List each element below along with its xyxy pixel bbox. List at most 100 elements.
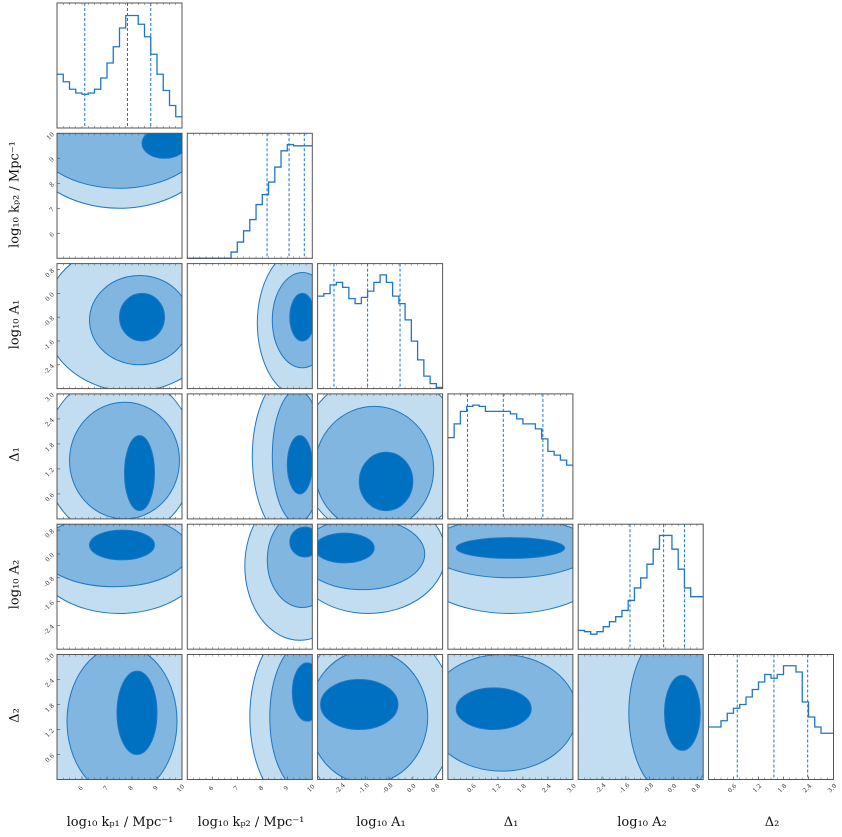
- contour-level-3: [317, 532, 375, 564]
- contour-panel-Delta1-vs-kp1: [57, 393, 182, 519]
- x-tick-label: 8: [257, 784, 265, 792]
- x-tick-label: -2.4: [594, 782, 607, 795]
- y-tick-label: 0.6: [44, 492, 56, 504]
- contour-panel-A2-vs-A1: [317, 524, 443, 614]
- y-tick-label: -0.8: [43, 576, 56, 589]
- contour-panel-Delta2-vs-kp1: [57, 654, 182, 780]
- y-tick-label: 0.0: [44, 291, 56, 303]
- x-tick-label: 1.8: [777, 782, 789, 794]
- x-tick-label: 3.0: [827, 782, 839, 794]
- x-tick-label: 9: [282, 784, 290, 792]
- y-tick-label: 0.0: [44, 552, 56, 564]
- x-tick-label: 0.8: [430, 782, 442, 794]
- contour-panel-Delta2-vs-A2: [578, 654, 704, 780]
- x-tick-label: 8: [127, 784, 135, 792]
- contour-panel-kp2-vs-kp1: [57, 133, 182, 209]
- x-tick-label: 1.8: [516, 782, 528, 794]
- y-axis-label-A1: log₁₀ A₁: [7, 299, 23, 350]
- y-tick-label: -2.4: [43, 363, 56, 376]
- y-tick-label: 3.0: [44, 652, 56, 664]
- histogram-Delta1: [447, 404, 573, 466]
- x-tick-label: 7: [102, 784, 110, 792]
- x-axis-label-kp2: log₁₀ kₚ₂ / Mpc⁻¹: [197, 815, 305, 830]
- y-tick-label: 0.8: [44, 528, 56, 540]
- histogram-Delta2: [708, 665, 834, 734]
- histogram-A2: [578, 534, 704, 635]
- x-tick-label: 10: [306, 783, 316, 793]
- contour-level-3: [89, 529, 155, 561]
- y-tick-label: 1.2: [44, 467, 56, 479]
- contour-panel-Delta2-vs-kp2: [249, 654, 313, 780]
- contour-level-3: [289, 526, 313, 558]
- x-tick-label: 0.6: [466, 782, 478, 794]
- panel-frame: [186, 132, 313, 259]
- x-tick-label: 2.4: [802, 782, 814, 794]
- x-tick-label: -1.6: [618, 782, 631, 795]
- x-tick-label: -0.8: [642, 782, 655, 795]
- y-tick-label: 3.0: [44, 392, 56, 404]
- x-tick-label: 6: [77, 784, 85, 792]
- x-tick-label: 3.0: [566, 782, 578, 794]
- contour-level-3: [116, 670, 158, 755]
- y-tick-label: 7: [48, 206, 56, 214]
- contour-level-3: [119, 292, 165, 342]
- x-tick-label: -0.8: [381, 782, 394, 795]
- x-tick-label: 2.4: [541, 782, 553, 794]
- x-tick-label: 0.0: [406, 782, 418, 794]
- y-tick-label: 1.2: [44, 727, 56, 739]
- contour-level-3: [141, 133, 182, 159]
- y-tick-label: 9: [48, 156, 56, 164]
- contour-level-3: [124, 435, 155, 512]
- contour-panel-A1-vs-kp2: [256, 263, 313, 389]
- y-tick-label: 1.8: [44, 702, 56, 714]
- histogram-kp1: [57, 14, 182, 118]
- contour-panel-A2-vs-Delta1: [447, 524, 573, 614]
- contour-level-3: [455, 687, 532, 731]
- x-axis-label-A2: log₁₀ A₂: [617, 815, 667, 830]
- x-axis-label-Delta1: Δ₁: [503, 815, 519, 830]
- y-tick-label: -1.6: [43, 339, 56, 352]
- x-tick-label: 7: [232, 784, 240, 792]
- x-tick-label: 6: [207, 784, 215, 792]
- panel-frame: [56, 2, 183, 129]
- y-tick-label: 8: [48, 181, 56, 189]
- y-tick-label: 0.8: [44, 267, 56, 279]
- histogram-A1: [317, 274, 443, 388]
- x-tick-label: 10: [176, 783, 186, 793]
- y-tick-label: 1.8: [44, 442, 56, 454]
- contour-level-3: [455, 537, 566, 559]
- y-tick-label: 2.4: [44, 677, 56, 689]
- contour-panel-A1-vs-kp1: [57, 263, 182, 389]
- x-tick-label: -2.4: [334, 782, 347, 795]
- x-tick-label: 0.8: [690, 782, 702, 794]
- x-axis-label-kp1: log₁₀ kₚ₁ / Mpc⁻¹: [66, 815, 174, 830]
- y-axis-label-Delta1: Δ₁: [7, 447, 23, 462]
- contour-level-3: [291, 662, 313, 722]
- y-tick-label: -0.8: [43, 315, 56, 328]
- x-tick-label: 0.6: [727, 782, 739, 794]
- contour-panel-A2-vs-kp2: [244, 524, 313, 641]
- y-axis-label-A2: log₁₀ A₂: [7, 559, 23, 610]
- contour-level-3: [286, 435, 313, 495]
- x-axis-label-A1: log₁₀ A₁: [356, 815, 406, 830]
- contour-panel-A2-vs-kp1: [57, 524, 182, 614]
- y-tick-label: 6: [48, 231, 56, 239]
- contour-panel-Delta2-vs-A1: [317, 654, 443, 780]
- x-axis-label-Delta2: Δ₂: [764, 815, 780, 830]
- y-tick-label: 0.6: [44, 752, 56, 764]
- contour-level-3: [320, 679, 399, 730]
- y-axis-label-Delta2: Δ₂: [7, 708, 23, 723]
- y-tick-label: -1.6: [43, 599, 56, 612]
- x-tick-label: 1.2: [752, 782, 764, 794]
- x-tick-label: -1.6: [358, 782, 371, 795]
- contour-level-3: [664, 674, 701, 751]
- x-tick-label: 1.2: [491, 782, 503, 794]
- contour-level-2: [69, 401, 180, 519]
- x-tick-label: 0.0: [667, 782, 679, 794]
- x-tick-label: 9: [152, 784, 160, 792]
- y-tick-label: 10: [45, 131, 55, 141]
- y-axis-label-kp2: log₁₀ kₚ₂ / Mpc⁻¹: [7, 141, 23, 248]
- contour-panel-Delta1-vs-A1: [317, 393, 443, 519]
- contour-panel-Delta1-vs-kp2: [251, 393, 313, 519]
